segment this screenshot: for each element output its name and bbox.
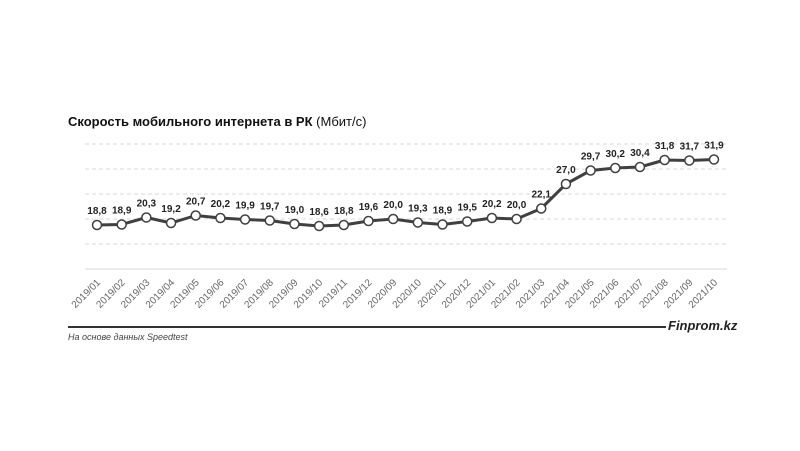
data-label: 19,6: [359, 202, 379, 213]
data-label: 18,6: [309, 207, 329, 218]
data-label: 22,1: [532, 190, 552, 201]
data-label: 19,9: [235, 201, 255, 212]
chart-title-main: Скорость мобильного интернета в РК: [68, 114, 313, 129]
series-line: [96, 158, 715, 228]
data-point: [338, 219, 350, 231]
source-note: На основе данных Speedtest: [68, 332, 188, 342]
data-point: [141, 212, 152, 223]
data-label: 20,7: [186, 197, 206, 208]
data-label: 20,0: [507, 200, 527, 211]
data-label: 20,2: [211, 199, 231, 210]
data-point: [560, 178, 572, 190]
data-point: [116, 219, 127, 230]
data-point: [412, 217, 424, 228]
data-label: 18,8: [87, 206, 107, 217]
chart-title-unit: (Мбит/с): [316, 114, 367, 129]
data-label: 20,0: [383, 200, 403, 211]
data-point: [91, 219, 103, 231]
data-label: 18,9: [112, 206, 132, 217]
data-point: [363, 215, 374, 227]
data-label: 31,8: [655, 141, 675, 152]
data-label: 19,3: [408, 204, 428, 215]
data-point: [585, 165, 596, 176]
data-label: 18,9: [433, 206, 453, 217]
data-label: 19,5: [457, 203, 477, 214]
data-point: [708, 154, 720, 165]
data-point: [659, 154, 670, 166]
data-point: [486, 212, 498, 224]
data-label: 19,7: [260, 202, 280, 213]
data-point: [461, 216, 473, 227]
data-label: 19,0: [285, 205, 305, 216]
data-point: [239, 214, 251, 225]
data-label: 30,2: [606, 149, 626, 160]
brand-logo: Finprom.kz: [668, 318, 738, 333]
chart-title: Скорость мобильного интернета в РК (Мбит…: [68, 114, 366, 129]
data-point: [610, 162, 621, 174]
data-point: [535, 203, 547, 214]
data-point: [215, 212, 226, 224]
data-point: [190, 210, 201, 221]
data-point: [634, 161, 646, 173]
footer-divider: [68, 326, 666, 328]
data-point: [313, 220, 325, 232]
data-point: [511, 213, 522, 225]
data-label: 29,7: [581, 152, 601, 163]
data-label: 20,3: [137, 199, 157, 210]
data-point: [264, 215, 276, 226]
data-point: [437, 219, 448, 230]
data-label: 19,2: [161, 204, 181, 215]
data-label: 31,9: [704, 141, 724, 152]
data-point: [289, 218, 300, 230]
data-label: 27,0: [556, 165, 576, 176]
data-label: 18,8: [334, 206, 354, 217]
data-point: [684, 155, 695, 166]
data-label: 30,4: [630, 148, 650, 159]
data-label: 31,7: [680, 142, 700, 153]
data-point: [165, 217, 177, 229]
data-label: 20,2: [482, 199, 502, 210]
data-point: [387, 213, 399, 225]
